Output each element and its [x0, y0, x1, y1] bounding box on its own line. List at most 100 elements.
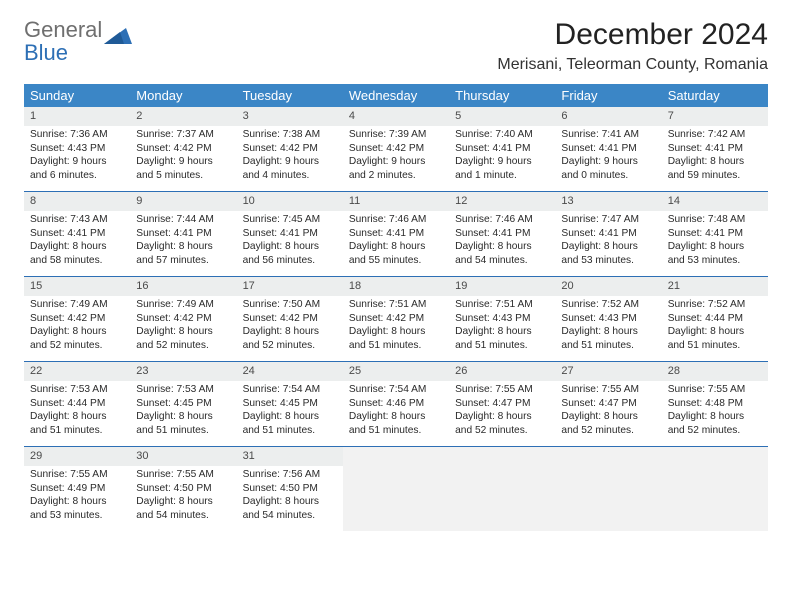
sunset-text: Sunset: 4:42 PM — [349, 312, 443, 326]
day-details: Sunrise: 7:52 AMSunset: 4:44 PMDaylight:… — [662, 296, 768, 357]
daylight-text: Daylight: 8 hours and 57 minutes. — [136, 240, 230, 268]
day-details: Sunrise: 7:55 AMSunset: 4:49 PMDaylight:… — [24, 466, 130, 527]
daylight-text: Daylight: 8 hours and 51 minutes. — [243, 410, 337, 438]
month-title: December 2024 — [497, 18, 768, 52]
day-number: 30 — [130, 447, 236, 466]
calendar-cell: 25Sunrise: 7:54 AMSunset: 4:46 PMDayligh… — [343, 362, 449, 446]
sunrise-text: Sunrise: 7:55 AM — [668, 383, 762, 397]
day-details: Sunrise: 7:47 AMSunset: 4:41 PMDaylight:… — [555, 211, 661, 272]
sunrise-text: Sunrise: 7:56 AM — [243, 468, 337, 482]
sunset-text: Sunset: 4:42 PM — [136, 142, 230, 156]
calendar-cell: 19Sunrise: 7:51 AMSunset: 4:43 PMDayligh… — [449, 277, 555, 361]
calendar-cell: 1Sunrise: 7:36 AMSunset: 4:43 PMDaylight… — [24, 107, 130, 191]
calendar-cell: 18Sunrise: 7:51 AMSunset: 4:42 PMDayligh… — [343, 277, 449, 361]
day-number: 3 — [237, 107, 343, 126]
sunset-text: Sunset: 4:50 PM — [243, 482, 337, 496]
day-number: 13 — [555, 192, 661, 211]
sunset-text: Sunset: 4:43 PM — [455, 312, 549, 326]
day-details: Sunrise: 7:41 AMSunset: 4:41 PMDaylight:… — [555, 126, 661, 187]
calendar-cell: 2Sunrise: 7:37 AMSunset: 4:42 PMDaylight… — [130, 107, 236, 191]
sunrise-text: Sunrise: 7:53 AM — [136, 383, 230, 397]
sunrise-text: Sunrise: 7:41 AM — [561, 128, 655, 142]
weekday-header: Tuesday — [237, 84, 343, 107]
day-details: Sunrise: 7:52 AMSunset: 4:43 PMDaylight:… — [555, 296, 661, 357]
daylight-text: Daylight: 8 hours and 52 minutes. — [561, 410, 655, 438]
daylight-text: Daylight: 8 hours and 51 minutes. — [349, 325, 443, 353]
day-details: Sunrise: 7:40 AMSunset: 4:41 PMDaylight:… — [449, 126, 555, 187]
calendar-cell: 11Sunrise: 7:46 AMSunset: 4:41 PMDayligh… — [343, 192, 449, 276]
sunset-text: Sunset: 4:41 PM — [349, 227, 443, 241]
day-details: Sunrise: 7:55 AMSunset: 4:47 PMDaylight:… — [555, 381, 661, 442]
sunset-text: Sunset: 4:47 PM — [455, 397, 549, 411]
calendar-cell: 9Sunrise: 7:44 AMSunset: 4:41 PMDaylight… — [130, 192, 236, 276]
sunrise-text: Sunrise: 7:53 AM — [30, 383, 124, 397]
daylight-text: Daylight: 8 hours and 51 minutes. — [455, 325, 549, 353]
sunrise-text: Sunrise: 7:42 AM — [668, 128, 762, 142]
sunrise-text: Sunrise: 7:51 AM — [349, 298, 443, 312]
sunrise-text: Sunrise: 7:46 AM — [349, 213, 443, 227]
calendar-cell: 6Sunrise: 7:41 AMSunset: 4:41 PMDaylight… — [555, 107, 661, 191]
day-details: Sunrise: 7:49 AMSunset: 4:42 PMDaylight:… — [24, 296, 130, 357]
calendar-week: 22Sunrise: 7:53 AMSunset: 4:44 PMDayligh… — [24, 361, 768, 446]
day-number: 8 — [24, 192, 130, 211]
calendar-week: 29Sunrise: 7:55 AMSunset: 4:49 PMDayligh… — [24, 446, 768, 531]
sunrise-text: Sunrise: 7:51 AM — [455, 298, 549, 312]
day-number: 27 — [555, 362, 661, 381]
weekday-header: Thursday — [449, 84, 555, 107]
sunset-text: Sunset: 4:42 PM — [30, 312, 124, 326]
day-number: 4 — [343, 107, 449, 126]
calendar-cell: 15Sunrise: 7:49 AMSunset: 4:42 PMDayligh… — [24, 277, 130, 361]
daylight-text: Daylight: 8 hours and 52 minutes. — [455, 410, 549, 438]
brand-logo: General Blue — [24, 18, 132, 64]
weekday-header-row: Sunday Monday Tuesday Wednesday Thursday… — [24, 84, 768, 107]
calendar-cell: 4Sunrise: 7:39 AMSunset: 4:42 PMDaylight… — [343, 107, 449, 191]
daylight-text: Daylight: 8 hours and 56 minutes. — [243, 240, 337, 268]
sunset-text: Sunset: 4:42 PM — [349, 142, 443, 156]
sunset-text: Sunset: 4:41 PM — [668, 227, 762, 241]
day-details: Sunrise: 7:55 AMSunset: 4:48 PMDaylight:… — [662, 381, 768, 442]
day-details: Sunrise: 7:37 AMSunset: 4:42 PMDaylight:… — [130, 126, 236, 187]
day-number: 12 — [449, 192, 555, 211]
daylight-text: Daylight: 9 hours and 5 minutes. — [136, 155, 230, 183]
calendar-cell — [555, 447, 661, 531]
daylight-text: Daylight: 9 hours and 4 minutes. — [243, 155, 337, 183]
sunrise-text: Sunrise: 7:40 AM — [455, 128, 549, 142]
sunrise-text: Sunrise: 7:44 AM — [136, 213, 230, 227]
brand-word2: Blue — [24, 40, 68, 65]
calendar-week: 15Sunrise: 7:49 AMSunset: 4:42 PMDayligh… — [24, 276, 768, 361]
daylight-text: Daylight: 8 hours and 52 minutes. — [243, 325, 337, 353]
day-details: Sunrise: 7:55 AMSunset: 4:50 PMDaylight:… — [130, 466, 236, 527]
sunrise-text: Sunrise: 7:52 AM — [561, 298, 655, 312]
title-block: December 2024 Merisani, Teleorman County… — [497, 18, 768, 78]
calendar-cell: 8Sunrise: 7:43 AMSunset: 4:41 PMDaylight… — [24, 192, 130, 276]
day-number: 5 — [449, 107, 555, 126]
weekday-header: Wednesday — [343, 84, 449, 107]
day-details: Sunrise: 7:36 AMSunset: 4:43 PMDaylight:… — [24, 126, 130, 187]
day-details: Sunrise: 7:55 AMSunset: 4:47 PMDaylight:… — [449, 381, 555, 442]
sunset-text: Sunset: 4:41 PM — [561, 227, 655, 241]
sunrise-text: Sunrise: 7:55 AM — [136, 468, 230, 482]
day-number: 15 — [24, 277, 130, 296]
location-text: Merisani, Teleorman County, Romania — [497, 56, 768, 74]
calendar-cell: 13Sunrise: 7:47 AMSunset: 4:41 PMDayligh… — [555, 192, 661, 276]
daylight-text: Daylight: 8 hours and 59 minutes. — [668, 155, 762, 183]
day-details: Sunrise: 7:50 AMSunset: 4:42 PMDaylight:… — [237, 296, 343, 357]
calendar-cell: 22Sunrise: 7:53 AMSunset: 4:44 PMDayligh… — [24, 362, 130, 446]
sunset-text: Sunset: 4:41 PM — [30, 227, 124, 241]
calendar-week: 8Sunrise: 7:43 AMSunset: 4:41 PMDaylight… — [24, 191, 768, 276]
day-details: Sunrise: 7:39 AMSunset: 4:42 PMDaylight:… — [343, 126, 449, 187]
day-details: Sunrise: 7:53 AMSunset: 4:44 PMDaylight:… — [24, 381, 130, 442]
sunset-text: Sunset: 4:42 PM — [243, 142, 337, 156]
calendar: Sunday Monday Tuesday Wednesday Thursday… — [24, 84, 768, 531]
day-number: 28 — [662, 362, 768, 381]
calendar-cell: 14Sunrise: 7:48 AMSunset: 4:41 PMDayligh… — [662, 192, 768, 276]
sunset-text: Sunset: 4:46 PM — [349, 397, 443, 411]
sunrise-text: Sunrise: 7:48 AM — [668, 213, 762, 227]
daylight-text: Daylight: 9 hours and 2 minutes. — [349, 155, 443, 183]
day-details: Sunrise: 7:51 AMSunset: 4:42 PMDaylight:… — [343, 296, 449, 357]
sunrise-text: Sunrise: 7:49 AM — [30, 298, 124, 312]
day-details: Sunrise: 7:46 AMSunset: 4:41 PMDaylight:… — [343, 211, 449, 272]
daylight-text: Daylight: 8 hours and 52 minutes. — [30, 325, 124, 353]
sunset-text: Sunset: 4:41 PM — [561, 142, 655, 156]
sunrise-text: Sunrise: 7:37 AM — [136, 128, 230, 142]
